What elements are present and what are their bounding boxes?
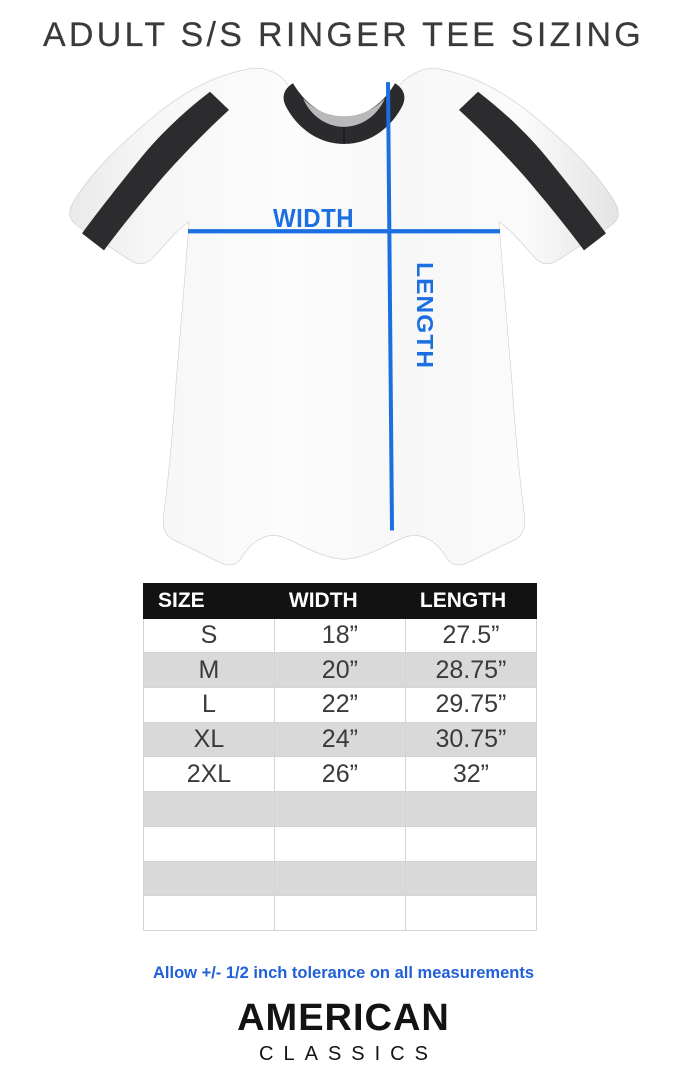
svg-text:LENGTH: LENGTH bbox=[411, 262, 437, 369]
svg-text:WIDTH: WIDTH bbox=[273, 205, 354, 233]
